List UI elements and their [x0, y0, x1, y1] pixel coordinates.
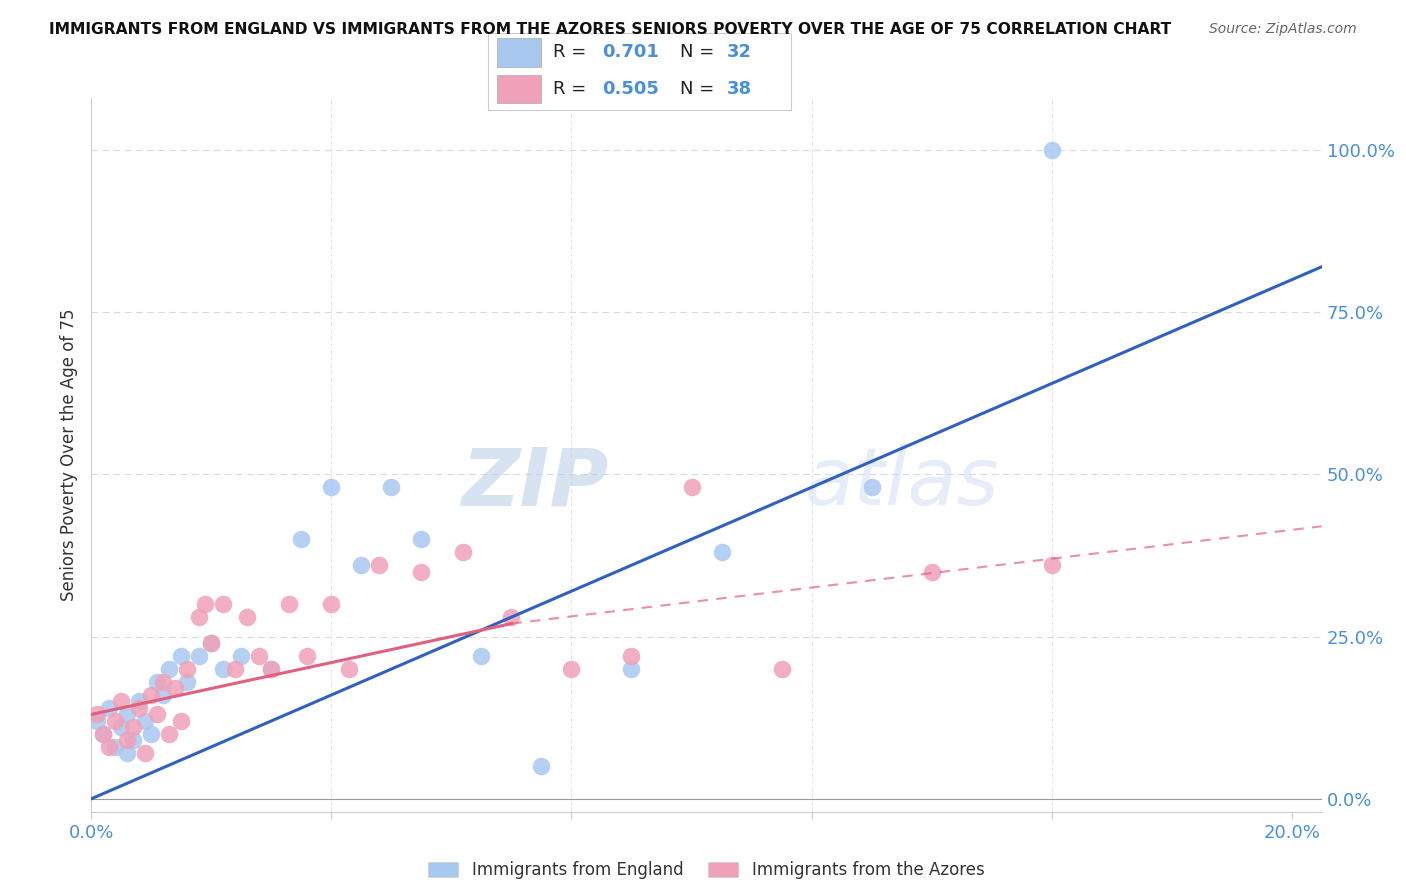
- Point: [620, 648, 643, 663]
- Point: [110, 694, 132, 708]
- Text: R =: R =: [553, 43, 592, 61]
- Point: [921, 565, 943, 579]
- Point: [176, 662, 198, 676]
- Point: [1040, 143, 1063, 157]
- Point: [236, 610, 259, 624]
- FancyBboxPatch shape: [498, 75, 541, 103]
- Point: [141, 727, 163, 741]
- Point: [117, 747, 139, 761]
- Point: [194, 597, 217, 611]
- Point: [249, 648, 271, 663]
- Point: [560, 662, 582, 676]
- Point: [170, 648, 193, 663]
- Point: [141, 688, 163, 702]
- Point: [93, 727, 115, 741]
- Text: ZIP: ZIP: [461, 444, 607, 523]
- Point: [165, 681, 187, 696]
- Point: [86, 714, 108, 728]
- Point: [339, 662, 361, 676]
- Text: 0.701: 0.701: [603, 43, 659, 61]
- Point: [98, 739, 121, 754]
- Text: 32: 32: [727, 43, 751, 61]
- Point: [104, 714, 127, 728]
- Point: [278, 597, 301, 611]
- Point: [200, 636, 222, 650]
- Point: [128, 701, 150, 715]
- Point: [157, 727, 180, 741]
- Point: [530, 759, 553, 773]
- Point: [128, 694, 150, 708]
- Point: [453, 545, 475, 559]
- Point: [170, 714, 193, 728]
- Point: [146, 707, 169, 722]
- Point: [290, 533, 312, 547]
- Point: [224, 662, 246, 676]
- Point: [681, 480, 703, 494]
- Point: [157, 662, 180, 676]
- Point: [146, 675, 169, 690]
- Point: [212, 662, 235, 676]
- Text: 38: 38: [727, 80, 751, 98]
- Point: [86, 707, 108, 722]
- Text: R =: R =: [553, 80, 592, 98]
- Point: [1040, 558, 1063, 573]
- Point: [122, 733, 145, 747]
- Point: [152, 688, 174, 702]
- Point: [368, 558, 391, 573]
- Point: [104, 739, 127, 754]
- Point: [134, 747, 156, 761]
- Text: N =: N =: [681, 80, 720, 98]
- Text: IMMIGRANTS FROM ENGLAND VS IMMIGRANTS FROM THE AZORES SENIORS POVERTY OVER THE A: IMMIGRANTS FROM ENGLAND VS IMMIGRANTS FR…: [49, 22, 1171, 37]
- Point: [470, 648, 492, 663]
- Point: [620, 662, 643, 676]
- Point: [411, 565, 433, 579]
- Point: [231, 648, 253, 663]
- Point: [188, 648, 211, 663]
- Point: [93, 727, 115, 741]
- Text: atlas: atlas: [804, 444, 1000, 523]
- Text: N =: N =: [681, 43, 720, 61]
- Point: [134, 714, 156, 728]
- Point: [117, 707, 139, 722]
- Point: [350, 558, 373, 573]
- Point: [260, 662, 283, 676]
- Point: [860, 480, 883, 494]
- Point: [501, 610, 523, 624]
- Point: [380, 480, 402, 494]
- Point: [770, 662, 793, 676]
- Point: [411, 533, 433, 547]
- Point: [117, 733, 139, 747]
- Point: [297, 648, 319, 663]
- Text: 0.505: 0.505: [603, 80, 659, 98]
- Point: [122, 720, 145, 734]
- Legend: Immigrants from England, Immigrants from the Azores: Immigrants from England, Immigrants from…: [422, 855, 991, 886]
- Y-axis label: Seniors Poverty Over the Age of 75: Seniors Poverty Over the Age of 75: [60, 309, 79, 601]
- Point: [98, 701, 121, 715]
- Point: [152, 675, 174, 690]
- Point: [176, 675, 198, 690]
- Point: [321, 597, 343, 611]
- Point: [188, 610, 211, 624]
- Point: [260, 662, 283, 676]
- FancyBboxPatch shape: [488, 33, 792, 110]
- Text: Source: ZipAtlas.com: Source: ZipAtlas.com: [1209, 22, 1357, 37]
- Point: [710, 545, 733, 559]
- Point: [200, 636, 222, 650]
- Point: [212, 597, 235, 611]
- FancyBboxPatch shape: [498, 37, 541, 67]
- Point: [321, 480, 343, 494]
- Point: [110, 720, 132, 734]
